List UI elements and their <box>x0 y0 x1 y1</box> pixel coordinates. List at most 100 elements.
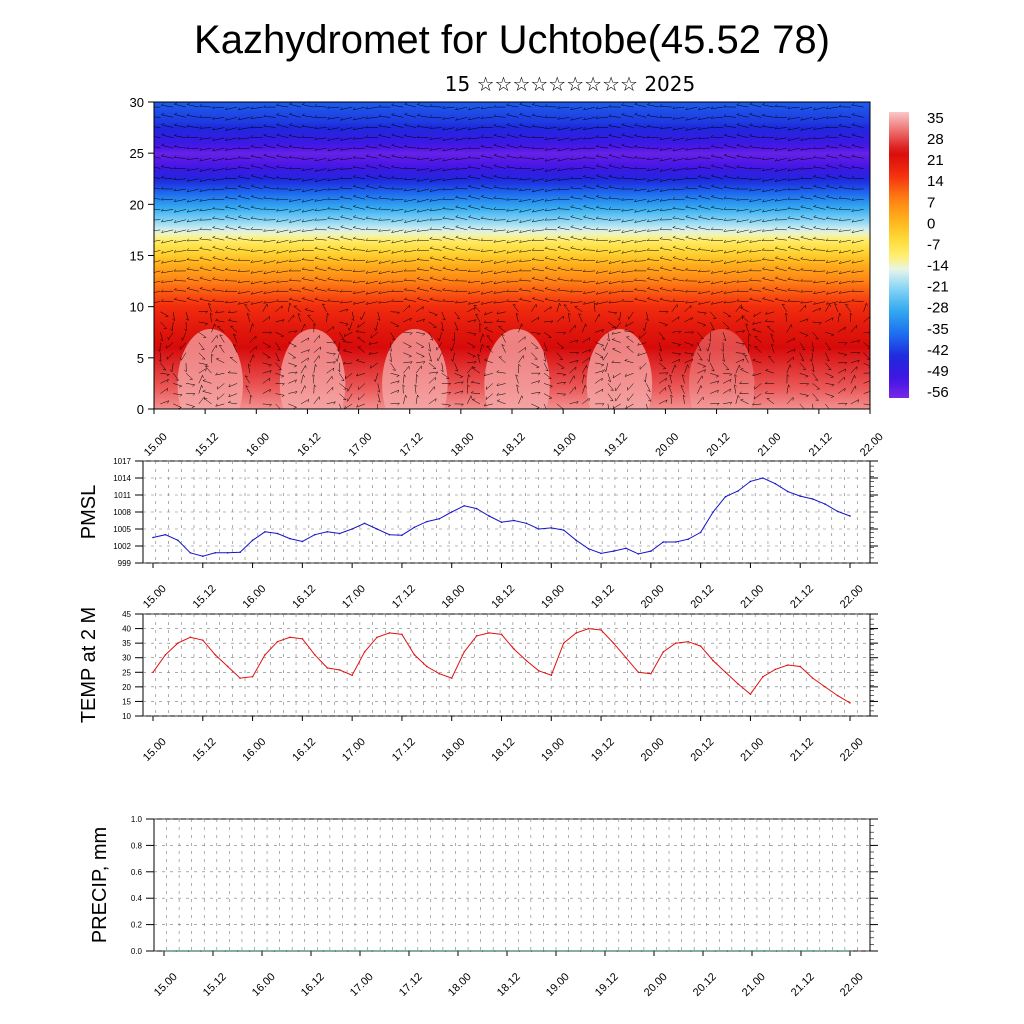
x-tick-label: 17.12 <box>390 736 418 764</box>
series-point <box>426 665 428 668</box>
series-point <box>849 515 851 517</box>
series-point <box>488 632 490 634</box>
series-point <box>637 553 640 555</box>
series-point <box>189 552 192 554</box>
series-point <box>662 651 665 653</box>
series-point <box>450 511 453 513</box>
series-point <box>444 950 447 952</box>
series-point <box>774 668 777 671</box>
series-point <box>289 537 291 540</box>
series-point <box>575 632 577 634</box>
series-point <box>786 664 789 666</box>
series-point <box>408 950 410 952</box>
series-point <box>239 677 241 679</box>
y-tick-label: 10 <box>122 712 131 721</box>
warm-core <box>279 329 346 409</box>
y-tick-label: 0.2 <box>131 921 143 930</box>
panel-grid <box>143 460 870 564</box>
x-tick-label: 19.12 <box>589 736 617 764</box>
x-tick-label: 19.12 <box>602 431 630 459</box>
pmsl-panel: 999 1002 1005 1008 1011 1014 1017 15.00 15.12 16.… <box>78 457 878 611</box>
series-point <box>836 510 839 513</box>
series-point <box>388 632 391 634</box>
y-tick-label: 30 <box>130 95 144 110</box>
series-point <box>475 507 478 510</box>
series-point <box>724 671 727 674</box>
x-tick-label: 19.00 <box>539 583 567 611</box>
series-point <box>351 674 353 676</box>
y-tick-label: 1002 <box>113 542 131 551</box>
series-point <box>251 539 254 542</box>
series-point <box>591 950 594 952</box>
series-point <box>662 541 665 543</box>
y-tick-label: 40 <box>122 625 131 634</box>
series-point <box>475 635 478 637</box>
series-point <box>493 950 496 952</box>
x-tick-label: 18.00 <box>440 736 468 764</box>
series-point <box>628 950 631 952</box>
y-tick-label: 1005 <box>113 525 131 534</box>
series-point <box>463 651 465 653</box>
series-point <box>226 665 229 668</box>
series-point <box>164 654 167 656</box>
panel-frame <box>153 818 871 952</box>
y-tick-label: 20 <box>122 683 131 692</box>
series-point <box>836 694 839 697</box>
series-point <box>438 672 441 675</box>
series-point <box>625 656 627 659</box>
series-point <box>500 521 503 523</box>
series-point <box>674 642 677 644</box>
series-point <box>506 950 508 952</box>
colorbar-label: 21 <box>927 152 944 169</box>
series-point <box>687 640 689 643</box>
panel-grid <box>154 818 870 952</box>
x-tick-label: 16.00 <box>250 971 278 999</box>
series-point <box>612 642 615 644</box>
x-tick-label: 21.12 <box>788 736 816 764</box>
series-point <box>786 490 789 493</box>
colorbar-label: 28 <box>927 131 944 148</box>
series-point <box>214 552 217 554</box>
colorbar-label: -7 <box>927 236 940 253</box>
y-tick-label: 1008 <box>113 508 131 517</box>
x-tick-label: 20.00 <box>639 583 667 611</box>
series-point <box>351 528 353 530</box>
warm-cores <box>177 329 755 409</box>
x-tick-label: 16.12 <box>290 736 318 764</box>
y-tick-label: 1011 <box>114 491 132 500</box>
series-point <box>264 654 266 656</box>
temperature-colorbar: 35 28 21 14 7 0 -7 -14 -21 -28 -35 -42 -49 -56 <box>889 110 949 401</box>
series-point <box>812 950 815 952</box>
series-point <box>513 519 515 522</box>
series-point <box>395 950 398 952</box>
colorbar-label: -28 <box>927 300 949 317</box>
series-point <box>702 950 704 952</box>
series-point <box>301 637 304 640</box>
chart-title: Kazhydromet for Uchtobe(45.52 78) <box>194 18 830 62</box>
series-point <box>175 950 178 952</box>
series-point <box>481 950 484 952</box>
x-tick-label: 15.12 <box>191 583 219 611</box>
x-tick-label: 19.00 <box>551 431 579 459</box>
colorbar-label: -56 <box>927 384 949 401</box>
series-point <box>326 531 329 533</box>
series-point <box>264 531 266 533</box>
colorbar-label: -42 <box>927 342 949 359</box>
series-point <box>177 539 179 542</box>
series-point <box>562 642 565 644</box>
colorbar-label: 0 <box>927 215 935 232</box>
series-point <box>587 548 590 550</box>
series-point <box>787 950 790 952</box>
series-point <box>737 683 739 685</box>
series-point <box>699 645 702 647</box>
series-point <box>376 636 378 639</box>
y-tick-label: 10 <box>130 300 144 315</box>
y-tick-label: 20 <box>130 197 144 212</box>
colorbar-label: -21 <box>927 279 949 296</box>
x-tick-label: 15.00 <box>141 583 169 611</box>
x-tick-label: 20.00 <box>639 736 667 764</box>
series-point <box>849 702 851 704</box>
series-point <box>276 532 279 535</box>
x-tick-label: 15.00 <box>141 736 169 764</box>
series-point <box>214 654 217 656</box>
